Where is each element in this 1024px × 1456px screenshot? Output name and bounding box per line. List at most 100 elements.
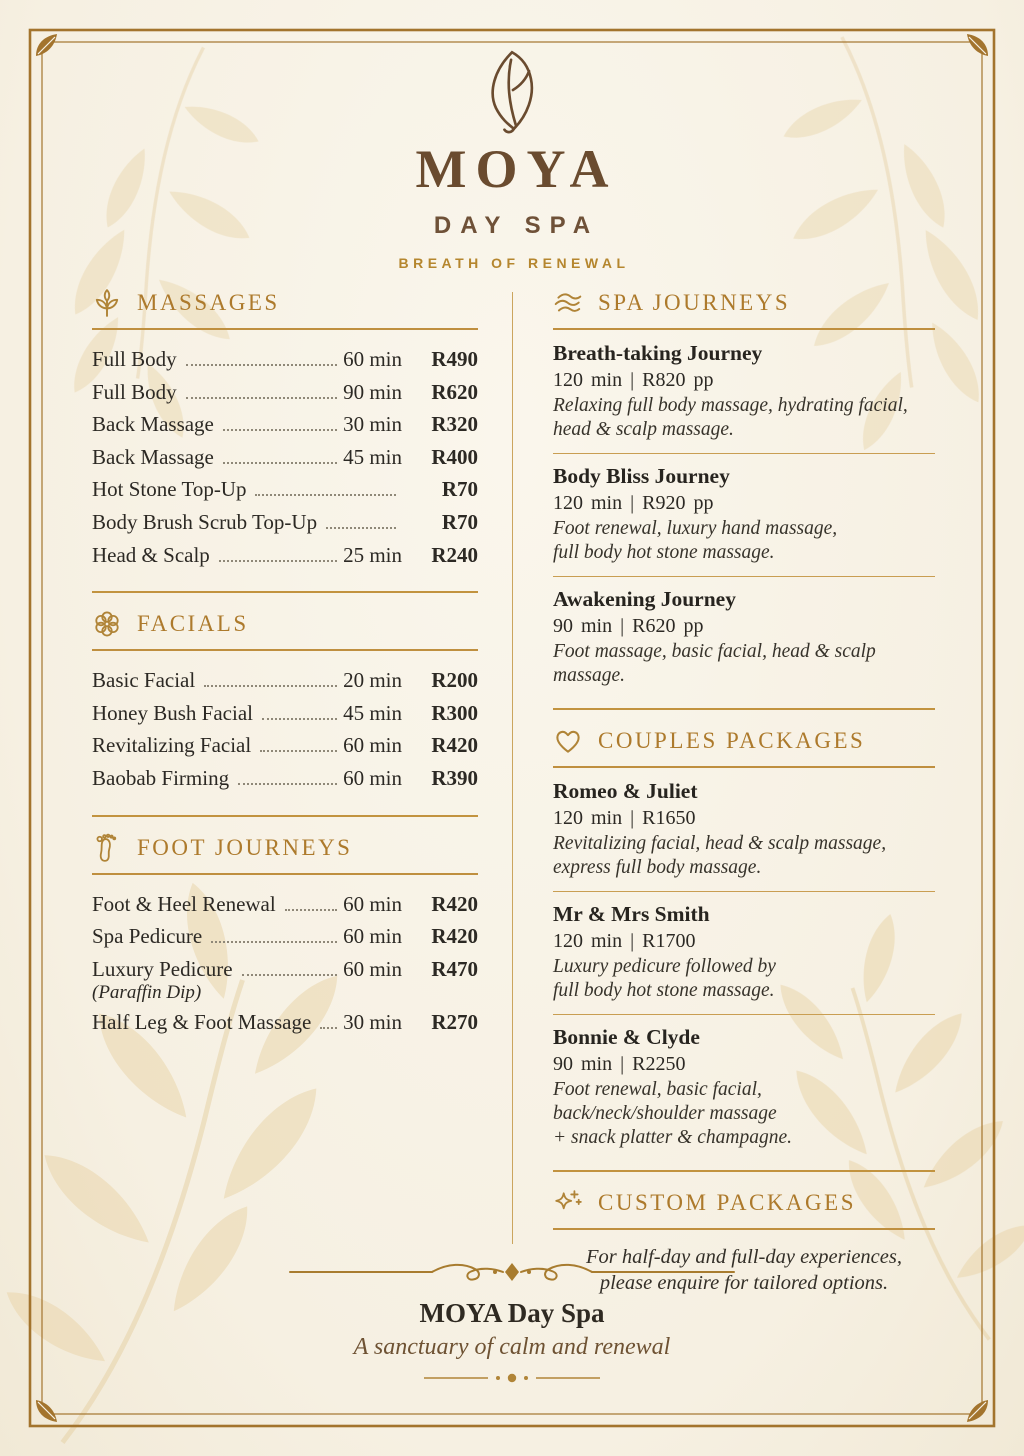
section-title: CUSTOM PACKAGES	[598, 1190, 856, 1215]
right-column: SPA JOURNEYS Breath-taking Journey 120 m…	[553, 288, 935, 1296]
item-duration: 60 min	[343, 347, 402, 371]
item-price: R420	[431, 891, 478, 916]
item-name: Full Body	[92, 347, 177, 371]
item-price: R490	[431, 347, 478, 371]
section-massages: MASSAGES Full Body 60 min R490 Full Body 90…	[92, 288, 478, 571]
package-description: Relaxing full body massage, hydrating fa…	[553, 395, 908, 440]
item-price: R240	[431, 542, 478, 567]
brand-tagline: BREATH OF RENEWAL	[398, 255, 630, 271]
package-description: Foot renewal, basic facial, back/neck/sh…	[553, 1079, 792, 1148]
section-title: FOOT JOURNEYS	[137, 834, 353, 860]
package: Awakening Journey 90 min | R620 pp Foot …	[553, 586, 935, 688]
item-price: R470	[431, 956, 478, 981]
package-description: Foot massage, basic facial, head & scalp…	[553, 641, 876, 686]
dotted-leader	[238, 782, 338, 785]
item-duration: 20 min	[343, 668, 402, 693]
item-price: R200	[431, 668, 478, 693]
flourish-divider-icon	[289, 1263, 735, 1281]
dotted-leader	[261, 717, 338, 720]
item-name: Head & Scalp	[92, 542, 210, 567]
item-name: Full Body	[92, 379, 177, 404]
section-couples-packages: COUPLES PACKAGES Romeo & Juliet 120 min …	[553, 726, 935, 1150]
package-name: Breath-taking Journey	[553, 341, 763, 365]
menu-item: Hot Stone Top-Up R70	[92, 473, 478, 506]
item-name: Back Massage	[92, 412, 214, 437]
package: Mr & Mrs Smith 120 min | R1700 Luxury pe…	[553, 901, 935, 1003]
package-meta: 120 min | R1700	[553, 930, 696, 952]
item-name: Revitalizing Facial	[92, 733, 252, 758]
menu-item: Honey Bush Facial 45 min R300	[92, 697, 478, 730]
section-underline	[553, 766, 935, 768]
menu-item: Revitalizing Facial 60 min R420	[92, 729, 478, 762]
section-separator	[92, 591, 478, 594]
package-meta: 120 min | R920 pp	[553, 492, 714, 514]
item-price: R400	[431, 444, 478, 469]
section-title: MASSAGES	[137, 290, 280, 315]
brand-name: MOYA	[415, 139, 618, 199]
item-name: Basic Facial	[92, 668, 196, 693]
section-underline	[92, 328, 478, 330]
section-separator	[553, 1170, 935, 1172]
item-duration: 25 min	[343, 542, 402, 567]
section-separator	[553, 708, 935, 710]
package-name: Romeo & Juliet	[553, 779, 698, 803]
dotted-leader	[326, 526, 396, 529]
footer: MOYA Day Spa A sanctuary of calm and ren…	[0, 1254, 1024, 1385]
item-duration: 30 min	[343, 412, 402, 437]
left-column: MASSAGES Full Body 60 min R490 Full Body 90…	[92, 288, 478, 1039]
section-title: SPA JOURNEYS	[598, 290, 791, 315]
dotted-leader	[284, 908, 338, 911]
package-description: Foot renewal, luxury hand massage, full …	[553, 518, 838, 563]
dotted-leader	[222, 461, 338, 464]
menu-item: Foot & Heel Renewal 60 min R420	[92, 888, 478, 921]
leaf-logo-icon	[491, 50, 534, 134]
item-price: R70	[441, 477, 478, 502]
package: Romeo & Juliet 120 min | R1650 Revitaliz…	[553, 778, 935, 880]
item-name: Hot Stone Top-Up	[92, 477, 247, 502]
footer-tagline: A sanctuary of calm and renewal	[353, 1334, 671, 1360]
item-price: R270	[431, 1010, 478, 1035]
package-meta: 120 min | R820 pp	[553, 369, 714, 391]
package-name: Mr & Mrs Smith	[553, 902, 710, 926]
menu-item: Full Body 90 min R620	[92, 376, 478, 409]
section-underline	[553, 1228, 935, 1230]
menu-item: Body Brush Scrub Top-Up R70	[92, 506, 478, 539]
item-price: R70	[441, 509, 478, 534]
menu-item: Basic Facial 20 min R200	[92, 664, 478, 697]
item-price: R620	[431, 379, 478, 404]
menu-item: Baobab Firming 60 min R390	[92, 762, 478, 795]
item-duration: 45 min	[343, 444, 402, 469]
dot-divider-icon	[424, 1373, 600, 1383]
item-duration: 45 min	[343, 700, 402, 725]
brand-subtitle: DAY SPA	[433, 212, 600, 239]
dotted-leader	[185, 396, 338, 399]
package-divider	[553, 453, 935, 454]
dotted-leader	[204, 685, 338, 688]
item-name: Baobab Firming	[92, 765, 230, 790]
package-name: Bonnie & Clyde	[553, 1025, 700, 1049]
item-price: R320	[431, 412, 478, 437]
menu-item: Full Body 60 min R490	[92, 343, 478, 376]
item-name: Back Massage	[92, 444, 214, 469]
item-duration: 60 min	[343, 956, 402, 981]
package-divider	[553, 891, 935, 892]
sprout-icon	[95, 289, 119, 317]
package: Breath-taking Journey 120 min | R820 pp …	[553, 340, 935, 442]
dotted-leader	[222, 429, 338, 432]
item-name: Half Leg & Foot Massage	[92, 1010, 312, 1035]
package-name: Awakening Journey	[553, 587, 736, 611]
package: Body Bliss Journey 120 min | R920 pp Foo…	[553, 463, 935, 565]
dotted-leader	[211, 941, 338, 944]
item-duration: 60 min	[343, 733, 402, 758]
menu-item: Half Leg & Foot Massage 30 min R270	[92, 1006, 478, 1039]
dotted-leader	[218, 559, 338, 562]
item-duration: 90 min	[343, 379, 402, 404]
menu-item: Spa Pedicure 60 min R420	[92, 920, 478, 953]
foot-icon	[96, 833, 117, 862]
menu-item: Back Massage 45 min R400	[92, 441, 478, 474]
section-spa-journeys: SPA JOURNEYS Breath-taking Journey 120 m…	[553, 288, 935, 688]
item-name: Spa Pedicure	[92, 924, 203, 949]
item-name: Foot & Heel Renewal	[92, 891, 276, 916]
footer-title: MOYA Day Spa	[419, 1298, 605, 1328]
menu-item: Back Massage 30 min R320	[92, 408, 478, 441]
